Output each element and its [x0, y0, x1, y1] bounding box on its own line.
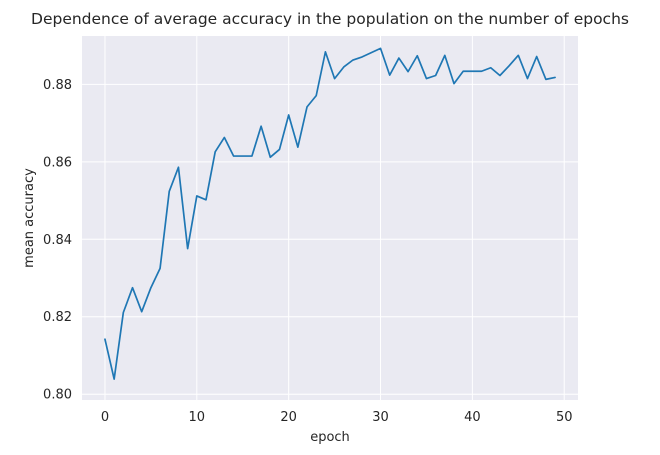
y-tick-label: 0.82 [43, 310, 72, 325]
x-axis-label: epoch [310, 430, 350, 445]
series-line [104, 47, 556, 380]
y-tick-label: 0.84 [43, 233, 72, 248]
x-tick-label: 0 [101, 410, 109, 425]
x-tick-label: 30 [372, 410, 389, 425]
y-tick-label: 0.88 [43, 78, 72, 93]
series-layer [104, 47, 556, 380]
y-axis-label: mean accuracy [22, 168, 37, 268]
x-tick-label: 20 [280, 410, 297, 425]
x-tick-label: 50 [556, 410, 573, 425]
x-tick-label: 10 [189, 410, 206, 425]
x-tick-label: 40 [464, 410, 481, 425]
y-tick-label: 0.86 [43, 155, 72, 170]
y-tick-label: 0.80 [43, 388, 72, 403]
grid [82, 36, 578, 400]
chart-title: Dependence of average accuracy in the po… [31, 10, 629, 28]
plot-area [82, 36, 578, 400]
x-axis: 0 10 20 30 40 50 [101, 410, 573, 425]
y-axis: 0.80 0.82 0.84 0.86 0.88 [43, 78, 72, 403]
